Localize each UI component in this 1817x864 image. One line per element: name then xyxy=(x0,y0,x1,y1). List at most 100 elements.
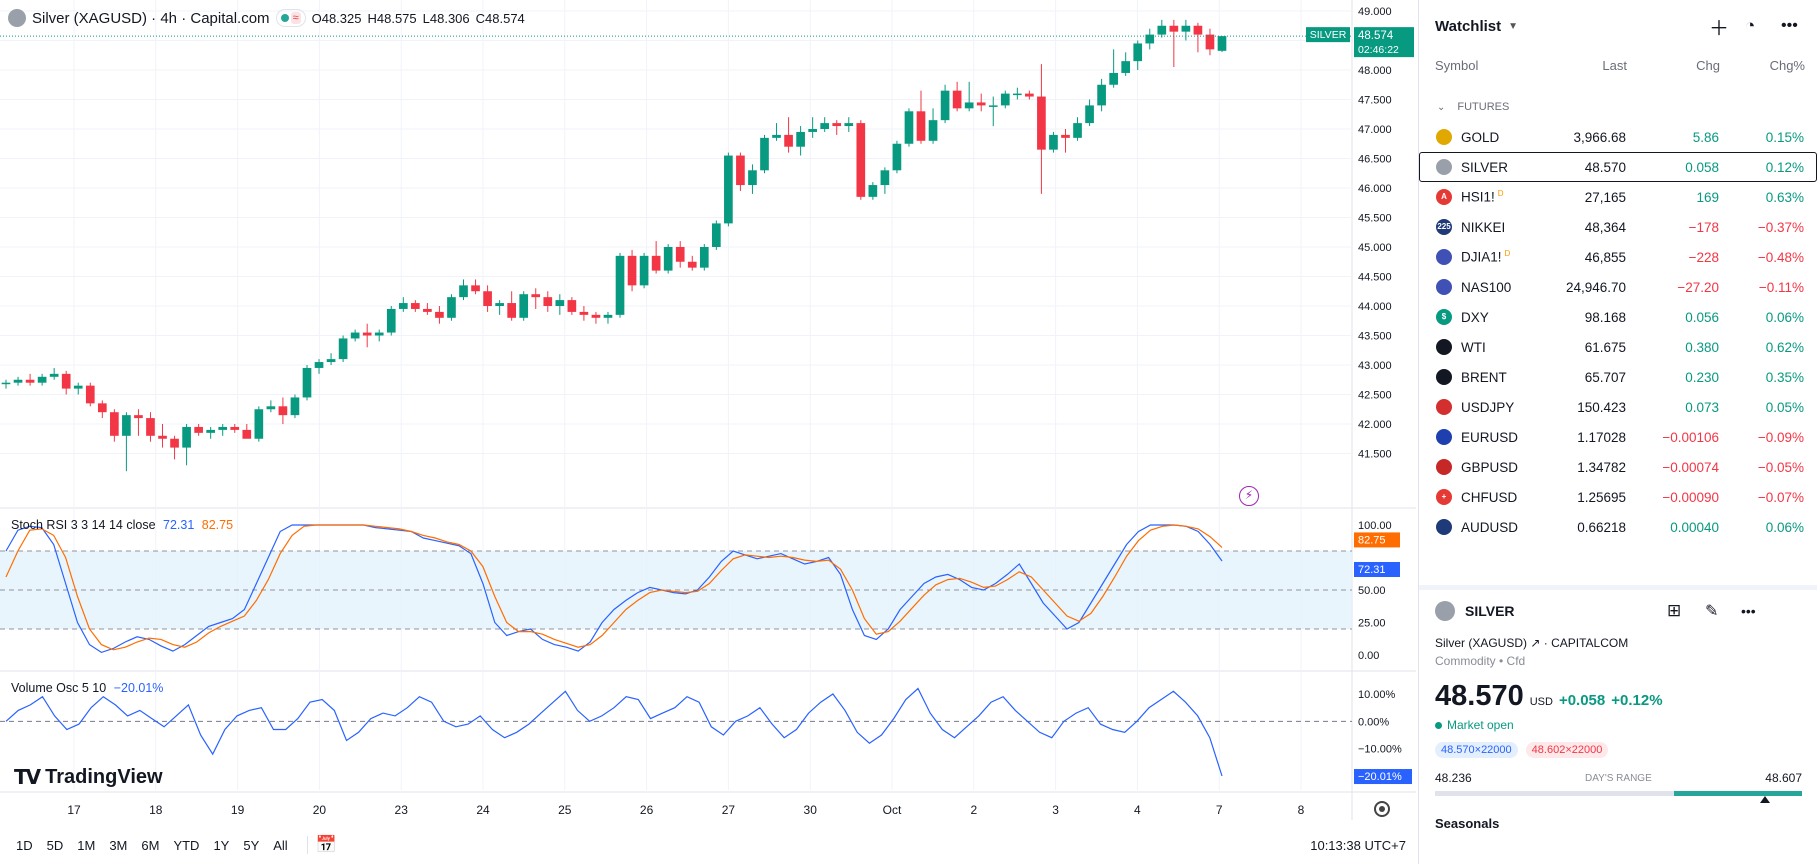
candle[interactable] xyxy=(206,429,216,433)
watchlist-row-brent[interactable]: BRENT 65.707 0.230 0.35% xyxy=(1419,362,1817,392)
range-5d[interactable]: 5D xyxy=(46,837,64,853)
candle[interactable] xyxy=(459,285,468,298)
candle[interactable] xyxy=(1061,134,1070,138)
candle[interactable] xyxy=(651,255,661,271)
details-more-icon[interactable]: ••• xyxy=(1741,603,1756,619)
edit-note-icon[interactable]: ✎ xyxy=(1705,603,1719,620)
candle[interactable] xyxy=(1037,96,1046,150)
chart-pane[interactable]: 49.00048.50048.00047.50047.00046.50046.0… xyxy=(0,0,1416,864)
candle[interactable] xyxy=(820,123,830,129)
candle[interactable] xyxy=(302,367,312,398)
candle[interactable] xyxy=(567,300,577,312)
range-1m[interactable]: 1M xyxy=(77,837,96,853)
candle[interactable] xyxy=(1145,34,1155,44)
candle[interactable] xyxy=(928,120,938,141)
candle[interactable] xyxy=(1073,123,1082,138)
market-status-pill[interactable]: ≈ xyxy=(275,9,306,27)
candle[interactable] xyxy=(796,131,805,147)
candle[interactable] xyxy=(904,111,914,144)
candle[interactable] xyxy=(158,435,167,439)
candle[interactable] xyxy=(724,155,733,224)
candle[interactable] xyxy=(254,409,264,439)
candle[interactable] xyxy=(290,397,300,416)
column-chg-percent[interactable]: Chg% xyxy=(1769,57,1805,73)
candle[interactable] xyxy=(507,303,516,318)
candle[interactable] xyxy=(411,303,420,309)
watchlist-row-hsi1[interactable]: A HSI1! D 27,165 169 0.63% xyxy=(1419,182,1817,212)
candle[interactable] xyxy=(435,311,444,318)
goto-date-calendar-icon[interactable]: 📅 xyxy=(315,835,337,854)
layout-grid-icon[interactable]: ⊞ xyxy=(1667,601,1682,620)
utc-clock[interactable]: 10:13:38 UTC+7 xyxy=(1310,837,1406,853)
chart-settings-gear-icon[interactable] xyxy=(1374,801,1390,817)
range-3m[interactable]: 3M xyxy=(109,837,128,853)
candle[interactable] xyxy=(61,373,71,389)
candle[interactable] xyxy=(85,385,95,404)
candle[interactable] xyxy=(338,338,348,360)
details-exchange[interactable]: CAPITALCOM xyxy=(1551,636,1629,650)
candle[interactable] xyxy=(892,143,902,171)
range-6m[interactable]: 6M xyxy=(141,837,160,853)
candle[interactable] xyxy=(194,426,203,433)
watchlist-row-wti[interactable]: WTI 61.675 0.380 0.62% xyxy=(1419,332,1817,362)
ask-badge[interactable]: 48.602×22000 xyxy=(1525,742,1609,758)
candle[interactable] xyxy=(13,379,23,383)
candle[interactable] xyxy=(374,332,384,336)
candle[interactable] xyxy=(808,129,817,132)
candle[interactable] xyxy=(326,359,336,363)
candle[interactable] xyxy=(675,247,685,262)
candle[interactable] xyxy=(122,415,131,436)
candle[interactable] xyxy=(712,223,721,247)
volume-osc-legend[interactable]: Volume Osc 5 10 −20.01% xyxy=(11,681,163,695)
candle[interactable] xyxy=(447,297,456,318)
seasonals-heading[interactable]: Seasonals xyxy=(1435,816,1500,831)
candle[interactable] xyxy=(37,376,47,383)
stoch-d-line[interactable] xyxy=(5,524,1223,651)
range-1y[interactable]: 1Y xyxy=(213,837,230,853)
candle[interactable] xyxy=(25,379,35,383)
candle[interactable] xyxy=(1000,93,1010,106)
stoch-k-line[interactable] xyxy=(5,524,1223,654)
candle[interactable] xyxy=(230,426,240,430)
candle[interactable] xyxy=(952,90,962,109)
column-chg[interactable]: Chg xyxy=(1696,57,1720,73)
candle[interactable] xyxy=(1085,105,1094,124)
candle[interactable] xyxy=(868,185,878,197)
watchlist-title[interactable]: Watchlist xyxy=(1435,17,1502,35)
external-link-icon[interactable]: ↗ · xyxy=(1530,636,1552,650)
candle[interactable] xyxy=(49,373,59,377)
bid-badge[interactable]: 48.570×22000 xyxy=(1435,742,1518,758)
candle[interactable] xyxy=(471,285,480,292)
candle[interactable] xyxy=(832,123,842,127)
candle[interactable] xyxy=(964,102,974,109)
watchlist-row-eurusd[interactable]: EURUSD 1.17028 −0.00106 −0.09% xyxy=(1419,422,1817,452)
candle[interactable] xyxy=(1121,61,1131,73)
candle[interactable] xyxy=(314,362,324,368)
watchlist-row-audusd[interactable]: AUDUSD 0.66218 0.00040 0.06% xyxy=(1419,512,1817,542)
watchlist-row-usdjpy[interactable]: USDJPY 150.423 0.073 0.05% xyxy=(1419,392,1817,422)
lightning-icon[interactable]: ⚡ xyxy=(1239,486,1259,506)
chart-canvas[interactable]: 49.00048.50048.00047.50047.00046.50046.0… xyxy=(0,0,1416,864)
candle[interactable] xyxy=(579,311,589,315)
candle[interactable] xyxy=(218,426,228,430)
candle[interactable] xyxy=(699,247,709,268)
more-options-icon[interactable]: ••• xyxy=(1781,17,1798,34)
watchlist-row-silver[interactable]: SILVER 48.570 0.058 0.12% xyxy=(1419,152,1817,182)
candle[interactable] xyxy=(988,105,998,107)
range-1d[interactable]: 1D xyxy=(16,837,33,853)
section-collapse-chevron-icon[interactable]: ⌄ xyxy=(1437,101,1446,113)
candle[interactable] xyxy=(916,111,926,141)
candle[interactable] xyxy=(639,255,649,286)
candle[interactable] xyxy=(242,429,252,439)
candle[interactable] xyxy=(146,418,155,436)
candle[interactable] xyxy=(1193,25,1203,35)
details-symbol[interactable]: SILVER xyxy=(1465,603,1515,619)
watchlist-row-chfusd[interactable]: + CHFUSD 1.25695 −0.00090 −0.07% xyxy=(1419,482,1817,512)
candle[interactable] xyxy=(362,332,372,336)
candle[interactable] xyxy=(880,170,890,186)
volume-osc-line[interactable] xyxy=(5,687,1223,777)
candle[interactable] xyxy=(1012,93,1022,96)
candle[interactable] xyxy=(483,291,492,306)
candle[interactable] xyxy=(1049,134,1058,150)
candle[interactable] xyxy=(1157,25,1167,35)
